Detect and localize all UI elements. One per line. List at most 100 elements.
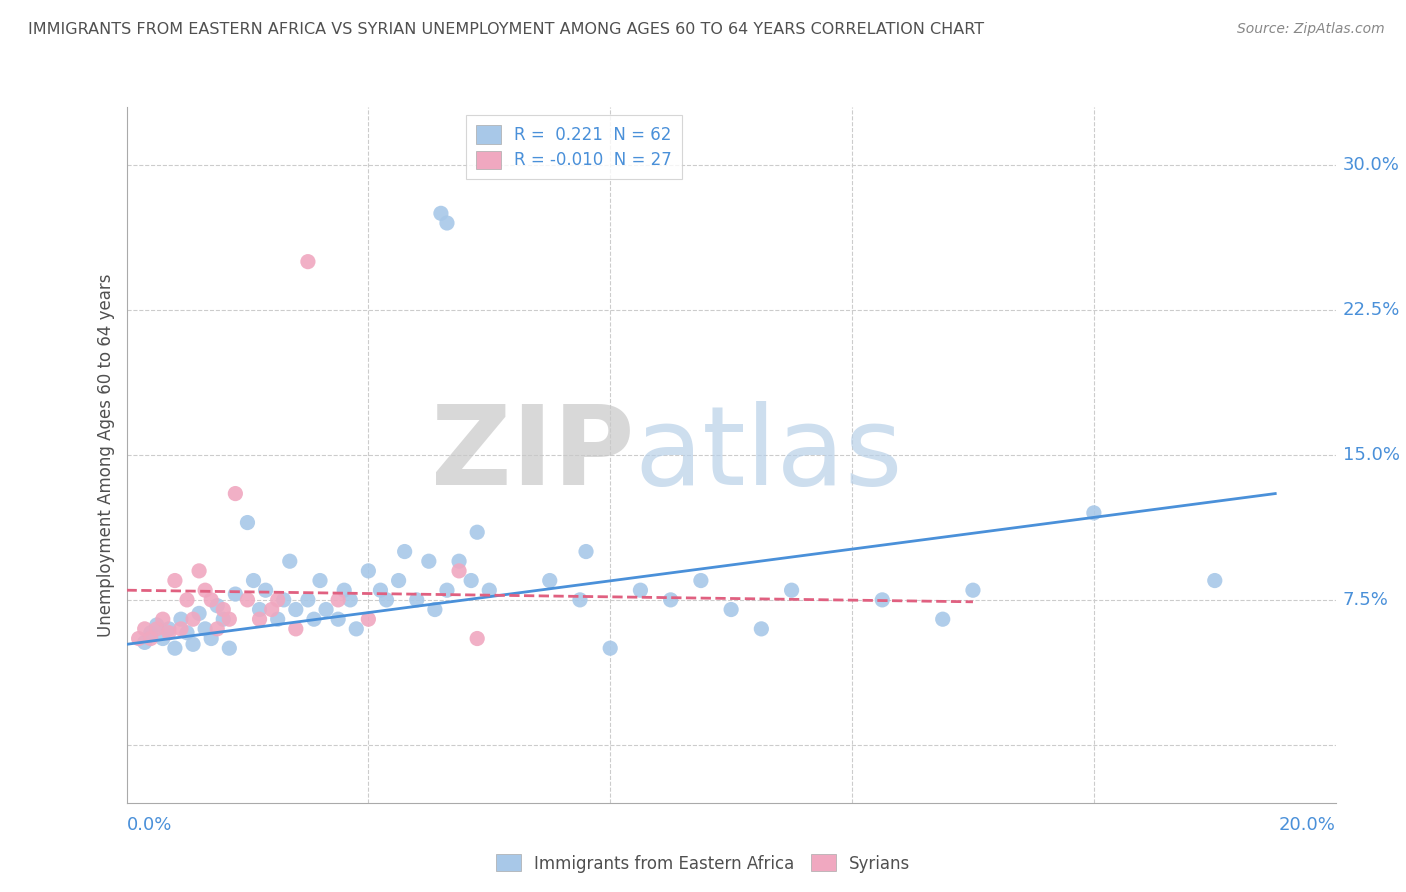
Point bbox=[436, 583, 458, 598]
Point bbox=[236, 592, 259, 607]
Point bbox=[339, 592, 361, 607]
Point bbox=[447, 564, 470, 578]
Legend: R =  0.221  N = 62, R = -0.010  N = 27: R = 0.221 N = 62, R = -0.010 N = 27 bbox=[465, 115, 682, 179]
Point bbox=[370, 583, 392, 598]
Point bbox=[224, 486, 246, 500]
Point bbox=[181, 612, 204, 626]
Point bbox=[157, 625, 180, 640]
Point bbox=[200, 592, 222, 607]
Legend: Immigrants from Eastern Africa, Syrians: Immigrants from Eastern Africa, Syrians bbox=[489, 847, 917, 880]
Text: 7.5%: 7.5% bbox=[1343, 591, 1389, 609]
Point bbox=[139, 625, 162, 640]
Point bbox=[200, 632, 222, 646]
Point bbox=[254, 583, 277, 598]
Y-axis label: Unemployment Among Ages 60 to 64 years: Unemployment Among Ages 60 to 64 years bbox=[97, 273, 115, 637]
Point bbox=[205, 599, 228, 613]
Point bbox=[170, 612, 193, 626]
Point bbox=[333, 583, 356, 598]
Point bbox=[932, 612, 955, 626]
Point bbox=[134, 622, 156, 636]
Point bbox=[375, 592, 398, 607]
Text: ZIP: ZIP bbox=[432, 401, 634, 508]
Point bbox=[1204, 574, 1226, 588]
Point bbox=[962, 583, 984, 598]
Point bbox=[659, 592, 682, 607]
Point bbox=[357, 612, 380, 626]
Point bbox=[188, 607, 211, 621]
Point bbox=[297, 254, 319, 268]
Point bbox=[394, 544, 416, 558]
Point bbox=[405, 592, 427, 607]
Point bbox=[465, 525, 488, 540]
Point bbox=[478, 583, 501, 598]
Point bbox=[176, 625, 198, 640]
Point bbox=[152, 612, 174, 626]
Point bbox=[284, 602, 307, 616]
Point bbox=[163, 641, 186, 656]
Text: 20.0%: 20.0% bbox=[1279, 816, 1336, 834]
Point bbox=[720, 602, 742, 616]
Point bbox=[388, 574, 411, 588]
Point bbox=[1083, 506, 1105, 520]
Text: Source: ZipAtlas.com: Source: ZipAtlas.com bbox=[1237, 22, 1385, 37]
Point bbox=[284, 622, 307, 636]
Point bbox=[302, 612, 325, 626]
Text: 15.0%: 15.0% bbox=[1343, 446, 1400, 464]
Point bbox=[236, 516, 259, 530]
Point bbox=[630, 583, 652, 598]
Point bbox=[780, 583, 803, 598]
Point bbox=[436, 216, 458, 230]
Point bbox=[212, 602, 235, 616]
Point bbox=[430, 206, 453, 220]
Point bbox=[689, 574, 711, 588]
Point bbox=[188, 564, 211, 578]
Point bbox=[146, 618, 169, 632]
Point bbox=[224, 587, 246, 601]
Text: 30.0%: 30.0% bbox=[1343, 156, 1399, 174]
Point bbox=[212, 612, 235, 626]
Point bbox=[460, 574, 482, 588]
Point bbox=[575, 544, 598, 558]
Point bbox=[194, 583, 217, 598]
Point bbox=[134, 635, 156, 649]
Point bbox=[447, 554, 470, 568]
Point bbox=[181, 637, 204, 651]
Point bbox=[568, 592, 592, 607]
Point bbox=[278, 554, 301, 568]
Point bbox=[205, 622, 228, 636]
Point bbox=[128, 632, 150, 646]
Point bbox=[326, 592, 350, 607]
Point bbox=[267, 612, 290, 626]
Point bbox=[218, 641, 240, 656]
Point bbox=[418, 554, 440, 568]
Point bbox=[249, 612, 271, 626]
Point bbox=[146, 622, 169, 636]
Point bbox=[163, 574, 186, 588]
Text: 0.0%: 0.0% bbox=[127, 816, 172, 834]
Point bbox=[267, 592, 290, 607]
Point bbox=[315, 602, 337, 616]
Point bbox=[538, 574, 561, 588]
Point bbox=[242, 574, 264, 588]
Point bbox=[249, 602, 271, 616]
Point bbox=[170, 622, 193, 636]
Point bbox=[465, 632, 488, 646]
Point bbox=[309, 574, 332, 588]
Point bbox=[751, 622, 773, 636]
Point bbox=[194, 622, 217, 636]
Point bbox=[344, 622, 367, 636]
Point bbox=[176, 592, 198, 607]
Text: 22.5%: 22.5% bbox=[1343, 301, 1400, 319]
Text: atlas: atlas bbox=[634, 401, 903, 508]
Point bbox=[273, 592, 295, 607]
Point bbox=[260, 602, 283, 616]
Point bbox=[218, 612, 240, 626]
Point bbox=[423, 602, 446, 616]
Point bbox=[599, 641, 621, 656]
Point bbox=[157, 622, 180, 636]
Point bbox=[326, 612, 350, 626]
Point bbox=[139, 632, 162, 646]
Point bbox=[297, 592, 319, 607]
Point bbox=[152, 632, 174, 646]
Point bbox=[872, 592, 894, 607]
